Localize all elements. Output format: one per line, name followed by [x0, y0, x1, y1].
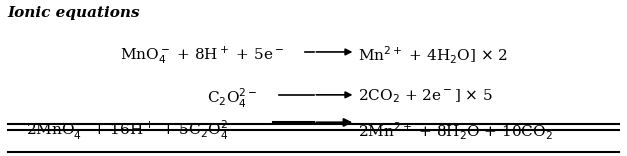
Text: 2Mn$^{2+}$ + 8H$_2$O + 10CO$_2$: 2Mn$^{2+}$ + 8H$_2$O + 10CO$_2$	[359, 121, 554, 142]
Text: 2CO$_2$ + 2e$^-$] $\times$ 5: 2CO$_2$ + 2e$^-$] $\times$ 5	[359, 87, 493, 105]
Text: C$_2$O$_4^{2-}$: C$_2$O$_4^{2-}$	[208, 87, 258, 110]
Text: MnO$_4^-$ + 8H$^+$ + 5e$^-$: MnO$_4^-$ + 8H$^+$ + 5e$^-$	[120, 44, 284, 66]
Text: 2MnO$_4^-$ + 16H$^+$ + 5C$_2$O$_4^{2-}$: 2MnO$_4^-$ + 16H$^+$ + 5C$_2$O$_4^{2-}$	[26, 119, 239, 142]
Text: Mn$^{2+}$ + 4H$_2$O] $\times$ 2: Mn$^{2+}$ + 4H$_2$O] $\times$ 2	[359, 44, 508, 66]
Text: Ionic equations: Ionic equations	[8, 6, 140, 20]
